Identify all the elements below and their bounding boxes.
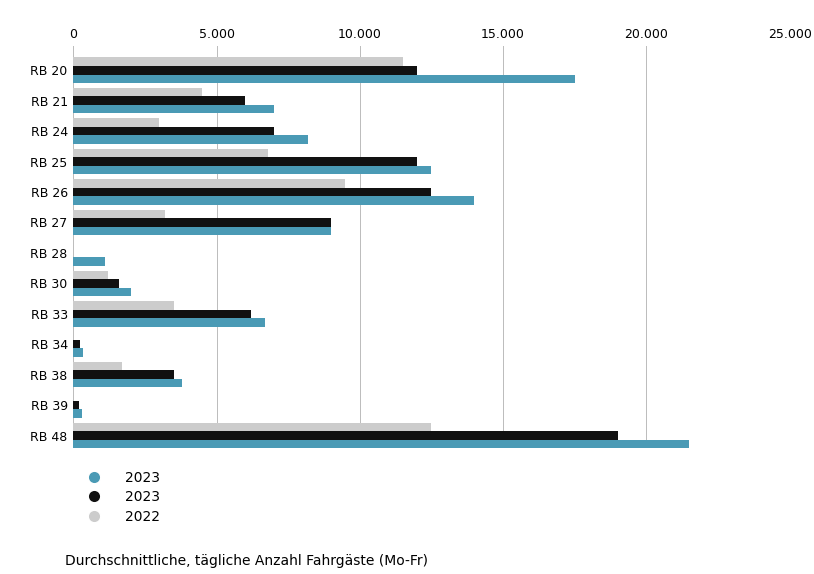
Bar: [73, 196, 475, 205]
Bar: [73, 279, 119, 288]
Bar: [73, 166, 431, 174]
Bar: [73, 135, 309, 144]
Bar: [73, 423, 431, 431]
Bar: [73, 318, 265, 327]
Bar: [73, 440, 689, 448]
Bar: [73, 188, 431, 196]
Bar: [73, 218, 331, 227]
Bar: [73, 301, 173, 309]
Bar: [73, 227, 331, 235]
Bar: [73, 309, 251, 318]
Bar: [73, 157, 417, 166]
Bar: [73, 370, 173, 379]
Bar: [73, 257, 105, 266]
Bar: [73, 401, 79, 409]
Bar: [73, 270, 107, 279]
Bar: [73, 348, 83, 357]
Bar: [73, 96, 245, 105]
Bar: [73, 288, 130, 296]
Bar: [73, 105, 274, 114]
Bar: [73, 431, 618, 440]
Bar: [73, 210, 165, 218]
Legend: 2023, 2023, 2022: 2023, 2023, 2022: [81, 471, 160, 524]
Bar: [73, 379, 182, 387]
Bar: [73, 362, 122, 370]
Bar: [73, 57, 403, 66]
Bar: [73, 118, 160, 127]
Text: Durchschnittliche, tägliche Anzahl Fahrgäste (Mo-Fr): Durchschnittliche, tägliche Anzahl Fahrg…: [65, 554, 428, 568]
Bar: [73, 88, 202, 96]
Bar: [73, 75, 575, 83]
Bar: [73, 127, 274, 135]
Bar: [73, 179, 345, 188]
Bar: [73, 340, 81, 348]
Bar: [73, 66, 417, 75]
Bar: [73, 409, 82, 418]
Bar: [73, 149, 268, 157]
